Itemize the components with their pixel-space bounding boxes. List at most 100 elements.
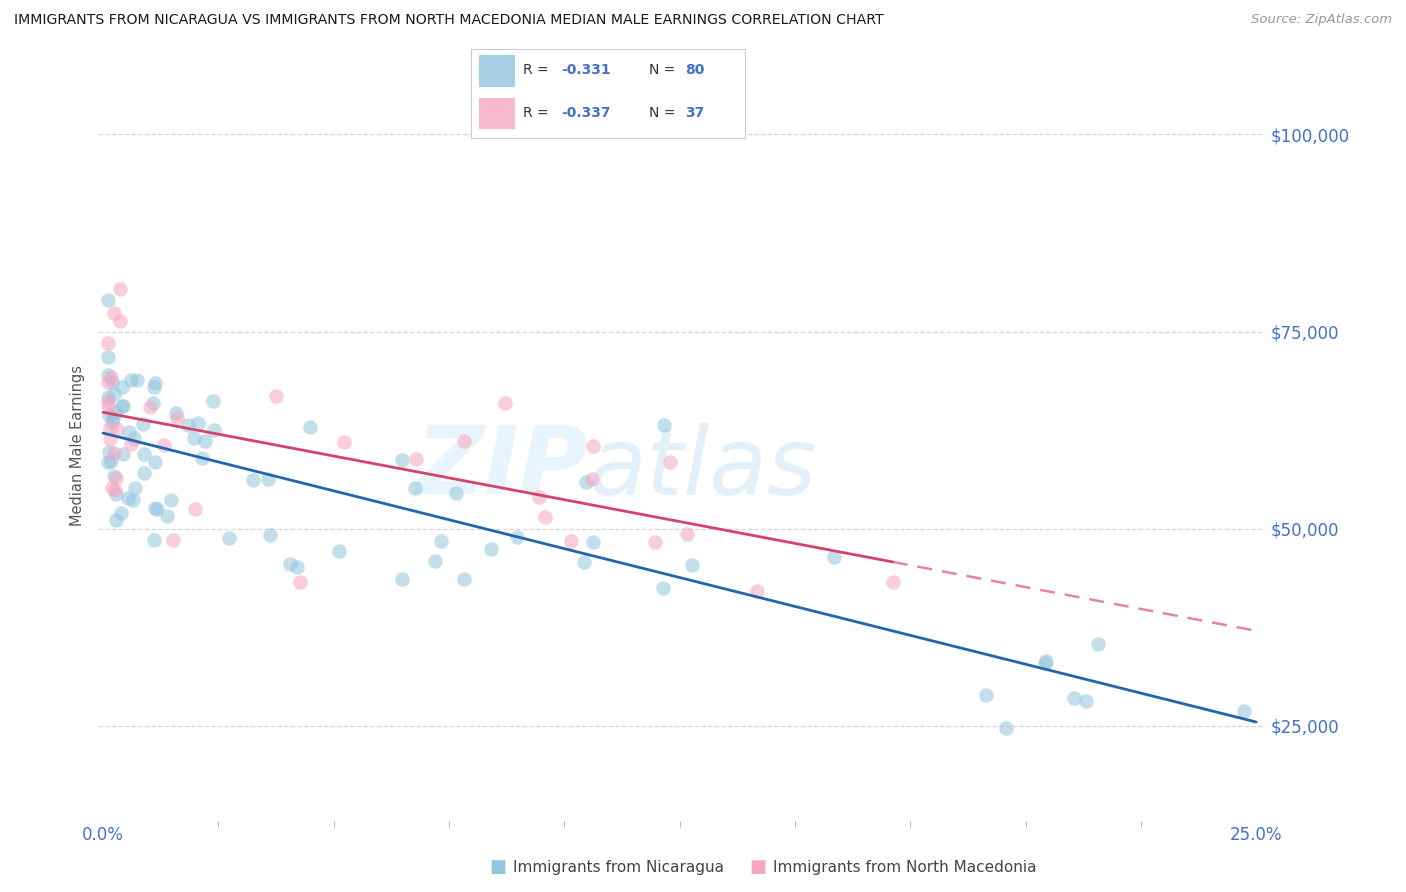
Point bbox=[191, 450, 214, 465]
Point bbox=[152, 438, 174, 452]
Point bbox=[527, 490, 550, 504]
Point bbox=[506, 530, 529, 544]
Point bbox=[581, 472, 603, 486]
Point bbox=[444, 486, 467, 500]
Point bbox=[124, 481, 146, 495]
Point bbox=[995, 721, 1018, 735]
Point bbox=[110, 506, 132, 520]
Point bbox=[202, 424, 225, 438]
Point bbox=[651, 581, 673, 595]
FancyBboxPatch shape bbox=[479, 98, 515, 129]
Text: Immigrants from North Macedonia: Immigrants from North Macedonia bbox=[773, 860, 1036, 874]
Point bbox=[405, 451, 427, 466]
Text: IMMIGRANTS FROM NICARAGUA VS IMMIGRANTS FROM NORTH MACEDONIA MEDIAN MALE EARNING: IMMIGRANTS FROM NICARAGUA VS IMMIGRANTS … bbox=[14, 13, 884, 28]
Point bbox=[100, 481, 122, 495]
Point bbox=[138, 400, 160, 414]
Point bbox=[97, 393, 120, 408]
Point bbox=[97, 390, 120, 404]
Point bbox=[103, 306, 125, 320]
Point bbox=[103, 411, 125, 425]
Point bbox=[160, 493, 183, 508]
Point bbox=[125, 373, 148, 387]
Point bbox=[654, 417, 676, 432]
Text: R =: R = bbox=[523, 63, 553, 78]
Point bbox=[105, 487, 128, 501]
Point bbox=[112, 447, 135, 461]
Point bbox=[429, 533, 451, 548]
Text: R =: R = bbox=[523, 106, 553, 120]
Point bbox=[218, 531, 240, 545]
Point bbox=[120, 436, 142, 450]
Point bbox=[194, 434, 217, 448]
Point bbox=[104, 513, 127, 527]
Point bbox=[108, 314, 131, 328]
Point bbox=[97, 375, 120, 389]
Text: Immigrants from Nicaragua: Immigrants from Nicaragua bbox=[513, 860, 724, 874]
Point bbox=[278, 557, 301, 571]
Text: ■: ■ bbox=[489, 858, 506, 876]
Point bbox=[105, 421, 128, 435]
Point bbox=[97, 335, 120, 350]
Point bbox=[1063, 690, 1085, 705]
Point bbox=[177, 417, 200, 432]
Point bbox=[134, 447, 156, 461]
Point bbox=[142, 380, 165, 394]
Point bbox=[242, 473, 264, 487]
Point bbox=[98, 444, 121, 458]
Point bbox=[745, 584, 768, 599]
Text: atlas: atlas bbox=[589, 423, 817, 514]
Point bbox=[1087, 638, 1109, 652]
Text: 80: 80 bbox=[685, 63, 704, 78]
Point bbox=[112, 399, 135, 413]
Point bbox=[120, 374, 142, 388]
Point bbox=[111, 380, 134, 394]
Point bbox=[183, 431, 205, 445]
Point bbox=[101, 375, 124, 389]
Point bbox=[681, 558, 703, 573]
Point bbox=[391, 572, 413, 586]
Point bbox=[581, 439, 603, 453]
Point bbox=[658, 455, 681, 469]
Point bbox=[166, 411, 188, 425]
Point bbox=[132, 417, 155, 431]
Point bbox=[103, 446, 125, 460]
Point bbox=[122, 493, 145, 508]
Point bbox=[256, 471, 278, 485]
Point bbox=[110, 282, 132, 296]
Point bbox=[533, 510, 555, 524]
Y-axis label: Median Male Earnings: Median Male Earnings bbox=[70, 366, 86, 526]
Text: N =: N = bbox=[650, 106, 681, 120]
Point bbox=[494, 396, 516, 410]
Point bbox=[97, 399, 120, 413]
Point bbox=[974, 688, 997, 702]
Point bbox=[823, 550, 845, 565]
Point bbox=[97, 409, 120, 423]
Point bbox=[201, 393, 224, 408]
Point bbox=[259, 527, 281, 541]
Text: 37: 37 bbox=[685, 106, 704, 120]
Point bbox=[111, 399, 134, 413]
Point bbox=[453, 572, 475, 586]
Point bbox=[187, 416, 209, 430]
Point bbox=[146, 502, 169, 516]
Point bbox=[145, 455, 167, 469]
Point bbox=[98, 421, 121, 435]
Point bbox=[156, 508, 179, 523]
Point bbox=[142, 533, 165, 547]
Point bbox=[675, 526, 697, 541]
Text: ■: ■ bbox=[749, 858, 766, 876]
Point bbox=[97, 350, 120, 364]
Point bbox=[644, 534, 666, 549]
Point bbox=[124, 431, 146, 445]
Point bbox=[1233, 704, 1256, 718]
Point bbox=[117, 491, 139, 505]
Point bbox=[1074, 693, 1097, 707]
Point bbox=[162, 533, 184, 548]
Point bbox=[264, 389, 287, 403]
Text: Source: ZipAtlas.com: Source: ZipAtlas.com bbox=[1251, 13, 1392, 27]
FancyBboxPatch shape bbox=[479, 55, 515, 87]
Point bbox=[97, 368, 120, 382]
Text: N =: N = bbox=[650, 63, 681, 78]
Point bbox=[298, 419, 321, 434]
Point bbox=[404, 481, 426, 495]
